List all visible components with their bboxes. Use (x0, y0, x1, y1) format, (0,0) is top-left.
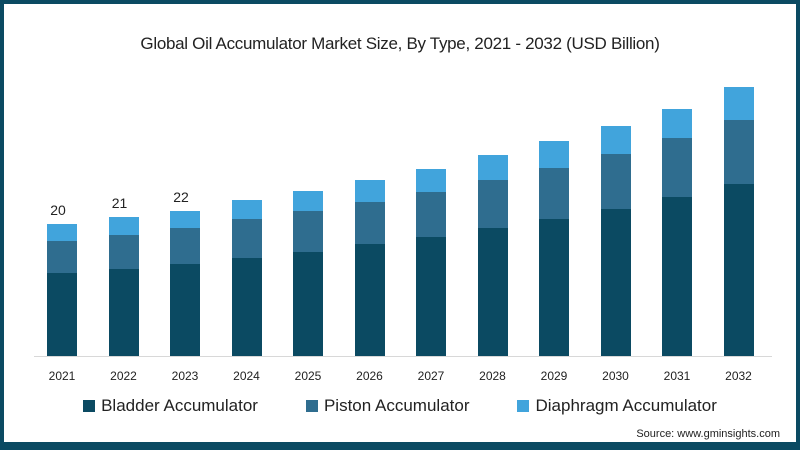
bar-2029 (539, 140, 569, 356)
bar-segment-piston-accumulator (416, 191, 446, 237)
legend-label: Diaphragm Accumulator (535, 396, 717, 415)
x-tick-label: 2027 (417, 369, 445, 383)
bar-segment-piston-accumulator (170, 227, 200, 264)
bar-segment-diaphragm-accumulator (170, 210, 200, 228)
total-label-2021: 20 (50, 202, 66, 218)
x-tick-label: 2025 (294, 369, 322, 383)
bar-segment-piston-accumulator (108, 234, 139, 269)
bar-segment-piston-accumulator (600, 154, 631, 209)
x-tick-label: 2022 (110, 369, 137, 383)
bar-segment-diaphragm-accumulator (108, 217, 139, 235)
bar-segment-bladder-accumulator (662, 196, 692, 356)
bar-segment-piston-accumulator (477, 179, 508, 228)
bar-segment-bladder-accumulator (108, 268, 139, 356)
source-note: Source: www.gminsights.com (636, 428, 780, 440)
bar-segment-piston-accumulator (662, 138, 692, 197)
bar-segment-piston-accumulator (231, 219, 262, 258)
bar-2032 (723, 87, 754, 356)
x-tick-label: 2030 (602, 369, 629, 383)
bar-segment-bladder-accumulator (600, 208, 631, 356)
legend-item: Diaphragm Accumulator (517, 396, 717, 416)
bar-segment-diaphragm-accumulator (354, 179, 385, 203)
bar-segment-piston-accumulator (354, 202, 385, 245)
bar-2027 (416, 169, 446, 356)
legend-swatch-icon (83, 400, 96, 412)
bar-segment-bladder-accumulator (354, 244, 385, 356)
bar-segment-bladder-accumulator (170, 263, 200, 356)
x-tick-label: 2032 (725, 369, 752, 383)
bar-segment-diaphragm-accumulator (477, 155, 508, 180)
bar-segment-bladder-accumulator (477, 227, 508, 356)
legend: Bladder Accumulator Piston Accumulator Dia… (0, 396, 800, 416)
x-tick-label: 2029 (540, 369, 568, 383)
x-tick-label: 2021 (48, 369, 76, 383)
x-tick-label: 2024 (233, 369, 260, 383)
bar-segment-bladder-accumulator (416, 236, 446, 356)
legend-label: Piston Accumulator (323, 396, 470, 415)
x-tick-label: 2023 (171, 369, 199, 383)
bar-segment-diaphragm-accumulator (539, 140, 569, 168)
bar-segment-bladder-accumulator (47, 272, 77, 356)
bar-segment-bladder-accumulator (723, 183, 754, 356)
total-label-2023: 22 (173, 188, 189, 205)
bar-segment-diaphragm-accumulator (600, 125, 631, 155)
bar-segment-piston-accumulator (539, 167, 569, 219)
bar-segment-piston-accumulator (723, 120, 754, 184)
bar-2021 (47, 224, 77, 356)
legend-swatch-icon (517, 400, 530, 412)
x-tick-label: 2031 (663, 369, 691, 383)
x-axis-line (34, 356, 772, 357)
bar-2030 (600, 125, 631, 356)
bar-2026 (354, 179, 385, 356)
bar-segment-diaphragm-accumulator (662, 108, 692, 139)
bar-segment-bladder-accumulator (231, 257, 262, 356)
bar-segment-bladder-accumulator (539, 218, 569, 356)
total-label-2022: 21 (111, 195, 128, 212)
bar-2025 (293, 191, 323, 356)
legend-label: Bladder Accumulator (101, 396, 258, 415)
bar-segment-diaphragm-accumulator (293, 191, 323, 211)
bar-2031 (662, 108, 692, 357)
bar-segment-bladder-accumulator (293, 251, 323, 356)
bar-segment-piston-accumulator (293, 210, 323, 252)
chart-title: Global Oil Accumulator Market Size, By T… (140, 34, 660, 53)
bar-2028 (477, 155, 508, 356)
bar-segment-diaphragm-accumulator (231, 200, 262, 220)
bar-2022 (108, 217, 139, 356)
legend-item: Piston Accumulator (305, 396, 470, 416)
bar-segment-piston-accumulator (47, 241, 77, 273)
bar-segment-diaphragm-accumulator (47, 224, 77, 242)
x-tick-label: 2026 (356, 369, 383, 383)
legend-item: Bladder Accumulator (83, 396, 258, 416)
bar-segment-diaphragm-accumulator (416, 169, 446, 192)
legend-swatch-icon (305, 400, 318, 412)
bar-segment-diaphragm-accumulator (723, 87, 754, 121)
bar-2023 (170, 210, 200, 356)
bar-2024 (231, 200, 262, 356)
x-tick-label: 2028 (479, 369, 506, 383)
